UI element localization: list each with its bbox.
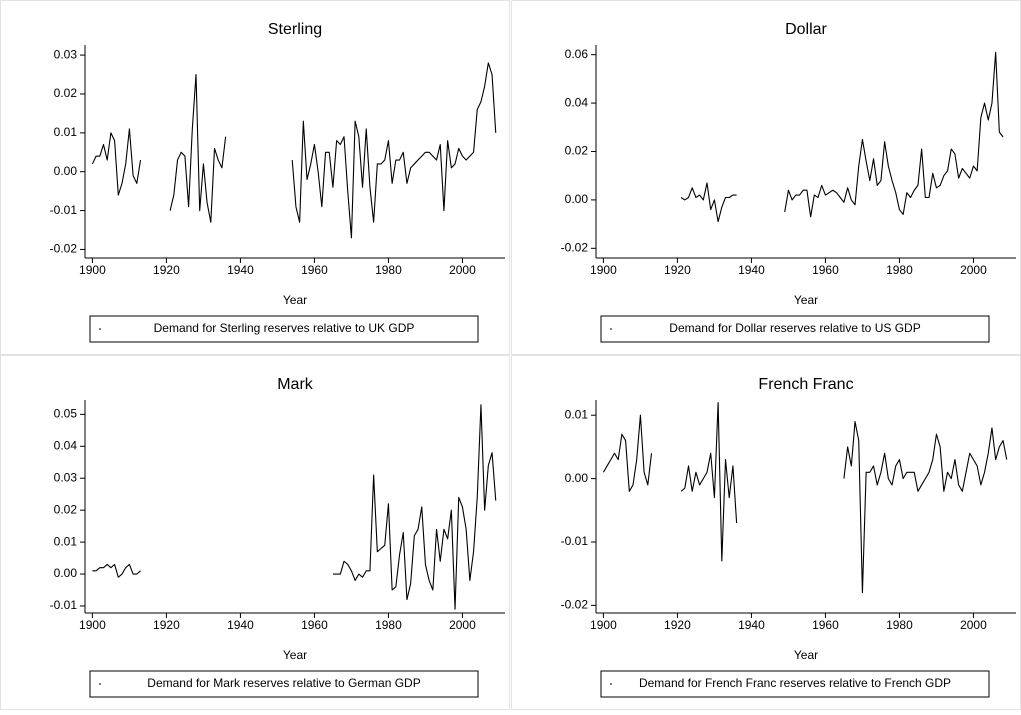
y-tick-label: 0.00 <box>54 164 78 178</box>
x-tick-label: 1960 <box>301 618 328 632</box>
legend-label: Demand for Mark reserves relative to Ger… <box>147 676 420 690</box>
legend-box <box>89 315 479 343</box>
x-tick-label: 1940 <box>227 263 254 277</box>
x-tick-label: 1920 <box>664 263 691 277</box>
y-tick-label: -0.01 <box>50 203 78 217</box>
x-tick-label: 1940 <box>738 263 765 277</box>
panel-title: Sterling <box>268 21 322 38</box>
y-tick-label: 0.02 <box>54 86 78 100</box>
y-tick-label: 0.00 <box>54 566 78 580</box>
data-line <box>602 401 1008 594</box>
y-tick-label: 0.00 <box>565 192 589 206</box>
panel-title: Mark <box>277 376 314 393</box>
legend-label: Demand for Sterling reserves relative to… <box>154 321 415 335</box>
y-tick-label: 0.03 <box>54 470 78 484</box>
x-axis-label: Year <box>794 293 818 307</box>
x-tick-label: 1900 <box>590 618 617 632</box>
y-tick-label: 0.00 <box>565 471 589 485</box>
y-tick-label: 0.02 <box>54 502 78 516</box>
y-tick-label: -0.01 <box>561 534 589 548</box>
y-tick-label: -0.01 <box>50 598 78 612</box>
x-tick-label: 2000 <box>960 263 987 277</box>
x-tick-label: 1940 <box>227 618 254 632</box>
x-tick-label: 1960 <box>301 263 328 277</box>
x-tick-label: 1980 <box>375 263 402 277</box>
y-tick-label: 0.04 <box>54 438 78 452</box>
x-axis-label: Year <box>283 648 307 662</box>
data-line <box>91 62 497 239</box>
x-tick-label: 1940 <box>738 618 765 632</box>
x-axis-label: Year <box>794 648 818 662</box>
y-tick-label: -0.02 <box>50 242 78 256</box>
x-tick-label: 1960 <box>812 263 839 277</box>
y-tick-label: 0.03 <box>54 47 78 61</box>
y-tick-label: 0.01 <box>565 407 589 421</box>
x-tick-label: 1980 <box>886 263 913 277</box>
x-tick-label: 1900 <box>590 263 617 277</box>
data-line <box>680 51 1004 223</box>
x-tick-label: 1900 <box>79 263 106 277</box>
data-line <box>92 404 497 610</box>
legend-label: Demand for Dollar reserves relative to U… <box>669 321 920 335</box>
x-tick-label: 1920 <box>153 263 180 277</box>
x-tick-label: 2000 <box>449 618 476 632</box>
x-tick-label: 1980 <box>375 618 402 632</box>
legend-box <box>89 670 479 698</box>
x-tick-label: 1900 <box>79 618 106 632</box>
x-tick-label: 1960 <box>812 618 839 632</box>
legend-box <box>600 670 990 698</box>
y-tick-label: 0.04 <box>565 95 589 109</box>
y-tick-label: 0.05 <box>54 407 78 421</box>
x-tick-label: 1920 <box>153 618 180 632</box>
y-tick-label: -0.02 <box>561 598 589 612</box>
legend-box <box>600 315 990 343</box>
panel-title: French Franc <box>758 376 853 393</box>
panel-title: Dollar <box>785 21 827 38</box>
x-tick-label: 1920 <box>664 618 691 632</box>
x-tick-label: 2000 <box>960 618 987 632</box>
x-tick-label: 1980 <box>886 618 913 632</box>
y-tick-label: -0.02 <box>561 240 589 254</box>
y-tick-label: 0.06 <box>565 47 589 61</box>
y-tick-label: 0.01 <box>54 125 78 139</box>
y-tick-label: 0.01 <box>54 534 78 548</box>
x-tick-label: 2000 <box>449 263 476 277</box>
y-tick-label: 0.02 <box>565 144 589 158</box>
x-axis-label: Year <box>283 293 307 307</box>
legend-label: Demand for French Franc reserves relativ… <box>639 676 951 690</box>
